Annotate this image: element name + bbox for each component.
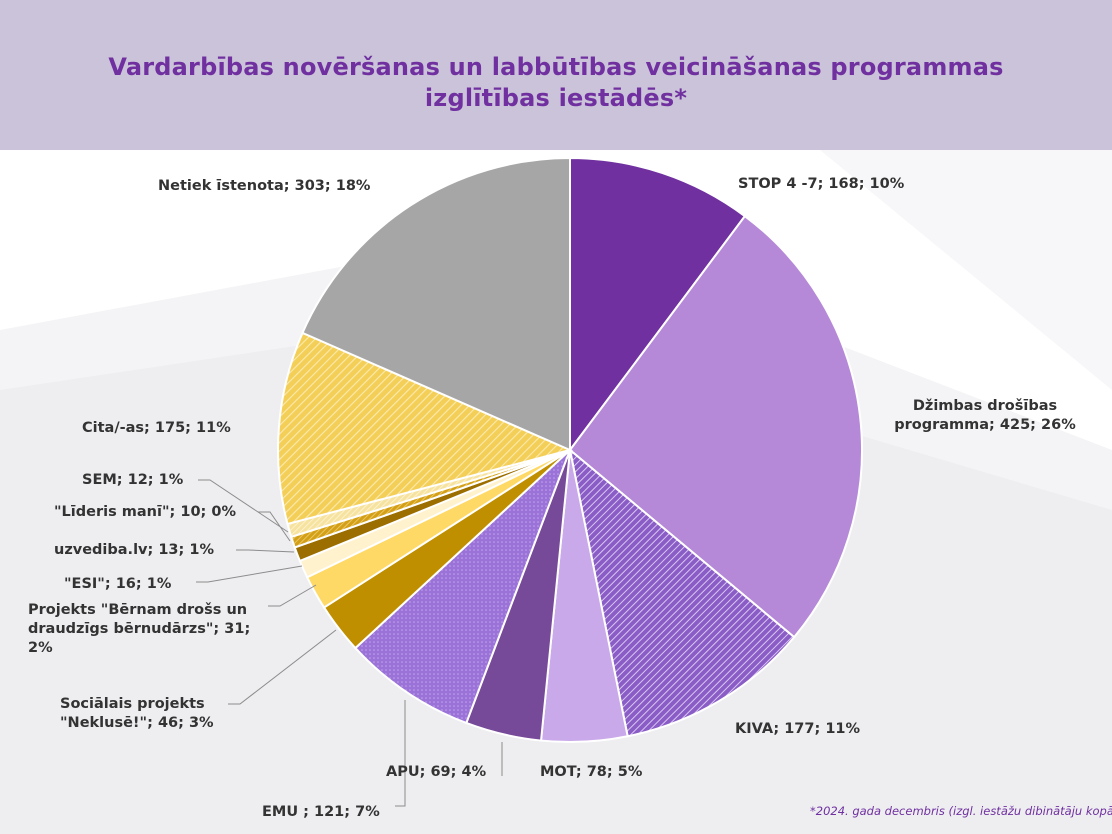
data-label: Džimbas drošības programma; 425; 26% [894,398,1076,433]
pie-slice-stop-4-7 [569,156,747,454]
leader-line [268,584,317,607]
data-label-line: SEM; 12; 1% [82,472,184,488]
data-label-line: 2% [28,640,53,656]
data-label: uzvediba.lv; 13; 1% [54,542,214,558]
data-label: APU; 69; 4% [386,764,487,780]
data-label: Sociālais projekts "Neklusē!"; 46; 3% [60,696,214,731]
data-label-line: uzvediba.lv; 13; 1% [54,542,214,558]
data-label-line: "ESI"; 16; 1% [64,576,172,592]
data-label: EMU ; 121; 7% [262,804,380,820]
leader-line [236,549,295,553]
leader-line [196,565,303,583]
data-label-line: MOT; 78; 5% [540,764,643,780]
data-label-line: Sociālais projekts [60,696,205,712]
data-label: STOP 4 -7; 168; 10% [738,176,905,192]
leader-line [395,700,406,807]
pie-slice-netiek-stenota [301,156,571,452]
data-label-line: "Neklusē!"; 46; 3% [60,715,214,731]
data-label: "Līderis manī"; 10; 0% [54,504,236,520]
pie-slice-d-imbas-dro-bas-programma [568,214,863,639]
data-label-line: Projekts "Bērnam drošs un [28,602,247,618]
pie-slice-cita-as [277,331,574,526]
data-label: "ESI"; 16; 1% [64,576,172,592]
header-banner [0,0,1112,150]
data-label-line: Džimbas drošības [913,398,1057,414]
footnote: *2024. gada decembris (izgl. iestāžu dib… [810,804,1112,818]
data-label: Cita/-as; 175; 11% [82,420,231,436]
data-label-line: programma; 425; 26% [894,417,1076,433]
chart-title: Vardarbības novēršanas un labbūtības vei… [108,53,1004,112]
data-label-line: "Līderis manī"; 10; 0% [54,504,236,520]
data-label-line: KIVA; 177; 11% [735,721,860,737]
data-label-line: APU; 69; 4% [386,764,487,780]
leader-line [198,479,289,533]
data-label: SEM; 12; 1% [82,472,184,488]
data-label-line: Netiek īstenota; 303; 18% [158,178,371,194]
leader-line [228,629,337,705]
data-label: Netiek īstenota; 303; 18% [158,178,371,194]
leader-line [258,511,291,542]
data-label-line: STOP 4 -7; 168; 10% [738,176,905,192]
data-label: MOT; 78; 5% [540,764,643,780]
pie-slice-kiva [568,447,796,738]
data-label: Projekts "Bērnam drošs un draudzīgs bērnu… [28,602,250,656]
pie-slice-emu [353,449,571,725]
data-label: KIVA; 177; 11% [735,721,860,737]
data-label-line: draudzīgs bērnudārzs"; 31; [28,621,250,637]
data-label-line: Cita/-as; 175; 11% [82,420,231,436]
data-label-line: EMU ; 121; 7% [262,804,380,820]
